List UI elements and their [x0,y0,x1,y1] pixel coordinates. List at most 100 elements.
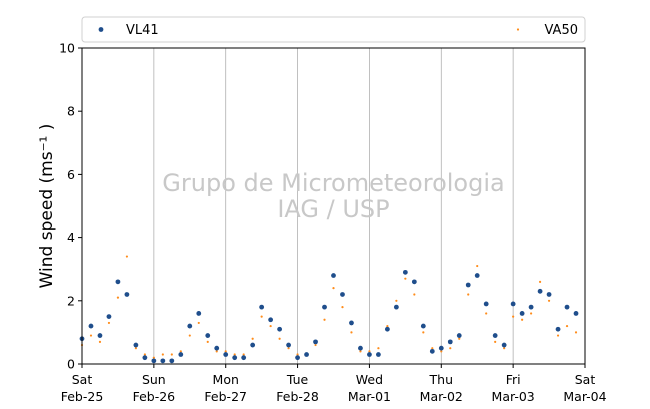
data-point [332,287,335,290]
data-point [124,292,130,297]
y-tick-label: 2 [67,293,75,308]
data-point [142,355,148,361]
data-point [268,317,274,323]
data-point [386,324,389,328]
y-axis-label: Wind speed (ms⁻¹ ) [37,124,57,289]
data-point [384,326,390,332]
data-point [304,352,309,357]
x-tick-label-day: Thu [429,372,453,387]
x-tick-label-day: Sun [142,372,166,387]
x-tick-label-day: Sat [575,372,596,387]
data-point [465,282,471,288]
data-point [376,352,381,357]
data-point [519,311,525,316]
data-point [214,345,220,351]
data-point [106,314,112,319]
data-point [89,334,93,337]
data-point [395,299,398,302]
watermark-line: Grupo de Micrometeorologia [162,169,504,197]
data-point [492,333,498,338]
legend-label-va50: VA50 [545,23,579,38]
data-point [503,347,506,350]
data-point [574,331,578,334]
data-point [476,264,479,268]
legend-label-vl41: VL41 [126,23,159,38]
data-point [152,356,155,359]
watermark-line: IAG / USP [277,195,389,223]
data-point [494,340,497,343]
data-point [241,355,247,361]
data-point [259,304,265,310]
data-point [187,323,193,329]
data-point [512,315,515,318]
data-point [251,337,254,340]
data-point [546,292,552,297]
data-point [358,345,363,351]
data-point [134,347,137,350]
data-point [440,350,443,353]
data-point [485,312,488,315]
data-point [438,345,444,351]
x-tick-label-date: Mar-01 [348,389,391,404]
data-point [368,350,371,353]
data-point [411,279,417,285]
data-point [286,342,291,348]
series-vl41 [79,269,579,364]
data-point [88,323,94,329]
data-point [564,304,570,310]
series-va50 [80,255,578,359]
data-point [151,358,157,364]
data-point [205,333,211,338]
x-tick-label-date: Feb-26 [133,389,176,404]
data-point [404,277,407,280]
data-point [295,355,300,361]
data-point [188,334,191,337]
data-point [422,331,425,334]
y-tick-label: 6 [67,167,75,182]
data-point [125,255,129,258]
data-point [573,311,579,316]
data-point [260,315,263,318]
data-point [510,301,516,307]
data-point [556,334,560,337]
data-point [242,353,245,356]
data-point [224,350,227,353]
x-tick-label-date: Mar-04 [563,389,606,404]
data-point [521,318,524,321]
series-layer [79,255,579,364]
data-point [341,306,344,309]
legend-marker-va50 [516,28,520,31]
data-point [313,339,318,345]
data-point [197,321,200,325]
data-point [413,293,416,296]
data-point [98,340,102,343]
x-tick-label-date: Feb-28 [276,389,319,404]
data-point [474,273,480,278]
data-point [359,350,362,353]
x-tick-label-day: Wed [356,372,383,387]
data-point [340,292,345,297]
grid-lines [153,48,514,364]
data-point [547,299,551,302]
data-point [431,347,434,350]
x-axis: Sat Feb-25 Sun Feb-26 Mon Feb-27 Tue Feb-28 Wed M… [61,364,607,404]
data-point [447,339,453,345]
y-tick-label: 8 [67,104,75,119]
data-point [107,321,111,325]
x-tick-label-day: Tue [286,372,309,387]
data-point [196,311,202,316]
data-point [232,355,238,361]
data-point [115,279,121,285]
x-tick-label-day: Sat [72,372,93,387]
data-point [161,353,164,356]
y-tick-label: 4 [67,230,75,245]
data-point [179,350,182,353]
data-point [206,340,209,343]
data-point [429,348,435,354]
data-point [215,350,218,353]
data-point [538,280,542,283]
data-point [287,347,290,350]
y-tick-label: 0 [67,357,75,372]
data-point [323,318,326,321]
